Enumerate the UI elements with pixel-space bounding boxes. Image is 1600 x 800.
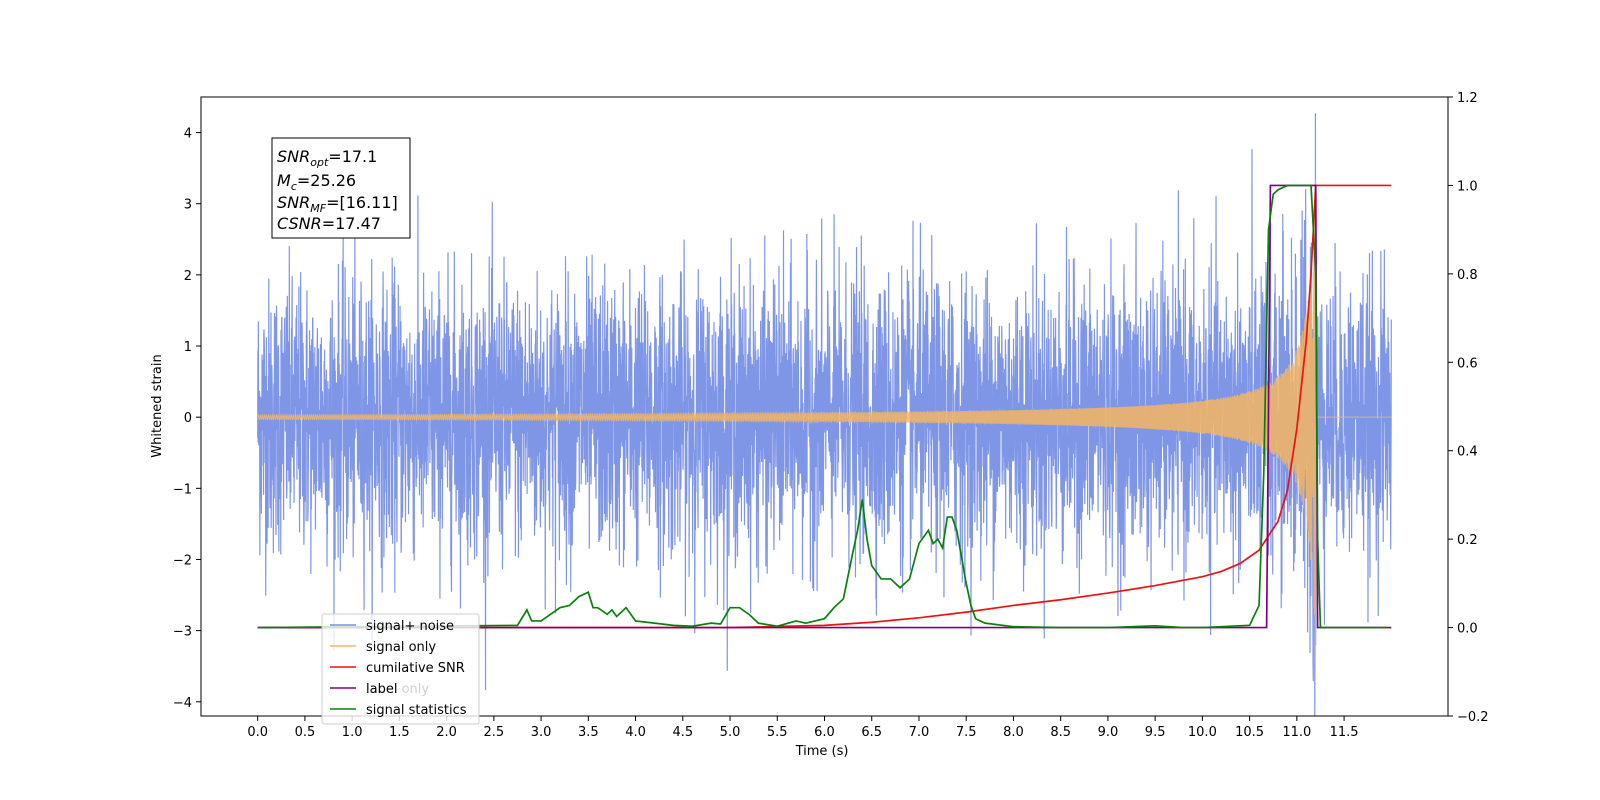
x-tick-label: 2.5: [484, 725, 505, 740]
x-tick-label: 8.5: [1050, 725, 1071, 740]
x-tick-label: 6.5: [861, 725, 882, 740]
y2-tick-label: 0.6: [1457, 356, 1478, 371]
x-tick-label: 3.5: [578, 725, 599, 740]
x-tick-label: 10.0: [1188, 725, 1217, 740]
annotation-snr-opt: SNRopt=17.1: [277, 147, 377, 169]
y2-tick-label: −0.2: [1457, 710, 1489, 725]
y2-tick-label: 1.0: [1457, 179, 1478, 194]
x-tick-label: 10.5: [1235, 725, 1264, 740]
x-tick-label: 7.5: [956, 725, 977, 740]
x-tick-label: 9.5: [1145, 725, 1166, 740]
annotation-mc: Mc=25.26: [277, 171, 356, 193]
legend-label-signal-statistics: signal statistics: [366, 703, 467, 718]
y2-tick-label: 0.4: [1457, 445, 1478, 460]
x-tick-label: 11.0: [1282, 725, 1311, 740]
x-tick-label: 1.0: [342, 725, 363, 740]
y-tick-label: −3: [173, 625, 192, 640]
x-tick-label: 3.0: [531, 725, 552, 740]
annotation-snr-mf: SNRMF=[16.11]: [277, 193, 398, 215]
y-tick-label: 1: [184, 340, 192, 355]
x-tick-label: 8.0: [1003, 725, 1024, 740]
annotation-box: SNRopt=17.1 Mc=25.26 SNRMF=[16.11] CSNR=…: [271, 137, 411, 239]
legend-label-signal-noise: signal+ noise: [366, 619, 454, 634]
y-tick-label: −4: [173, 696, 192, 711]
y-tick-label: 3: [184, 198, 192, 213]
x-tick-label: 0.0: [247, 725, 268, 740]
series-signal-only: [257, 180, 1392, 659]
x-tick-label: 6.0: [814, 725, 835, 740]
y2-tick-label: 0.2: [1457, 533, 1478, 548]
x-tick-label: 11.5: [1330, 725, 1359, 740]
x-tick-label: 5.0: [720, 725, 741, 740]
legend-label-cumulative-snr: cumilative SNR: [366, 661, 465, 676]
legend-label-signal-only: signal only: [366, 640, 436, 655]
x-tick-label: 4.5: [672, 725, 693, 740]
x-tick-label: 4.0: [625, 725, 646, 740]
y2-tick-label: 1.2: [1457, 91, 1478, 106]
annotation-csnr: CSNR=17.47: [277, 214, 381, 233]
x-tick-label: 2.0: [436, 725, 457, 740]
y-tick-label: 4: [184, 127, 192, 142]
y2-tick-label: 0.0: [1457, 622, 1478, 637]
x-tick-label: 7.0: [909, 725, 930, 740]
x-tick-label: 1.5: [389, 725, 410, 740]
y-tick-label: −2: [173, 553, 192, 568]
y-tick-label: −1: [173, 482, 192, 497]
legend: signal+ noise signal only cumilative SNR…: [321, 613, 480, 725]
legend-label-label: label: [366, 682, 397, 697]
series-signal-statistics: [257, 184, 1387, 629]
x-tick-label: 5.5: [767, 725, 788, 740]
y-axis-label: Whitened strain: [150, 354, 165, 457]
x-tick-label: 9.0: [1098, 725, 1119, 740]
series-cumulative-snr: [257, 184, 1392, 629]
y2-tick-label: 0.8: [1457, 268, 1478, 283]
y-tick-label: 2: [184, 269, 192, 284]
x-axis-label: Time (s): [795, 744, 849, 759]
legend-label-label-only: label only: [366, 682, 429, 697]
x-tick-label: 0.5: [295, 725, 316, 740]
y-tick-label: 0: [184, 411, 192, 426]
